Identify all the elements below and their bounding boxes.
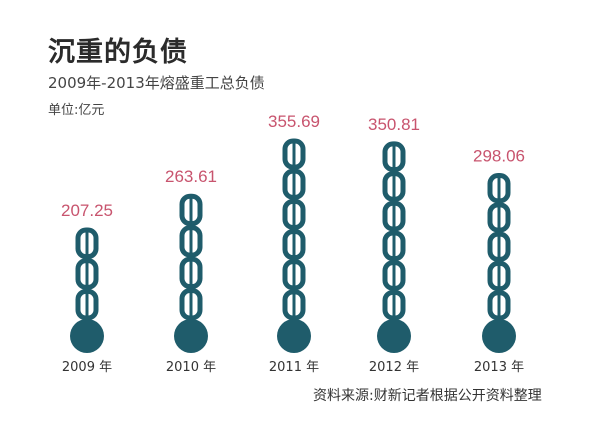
- value-label: 263.61: [165, 167, 217, 186]
- chain-link: [487, 202, 511, 233]
- chain-link: [487, 290, 511, 321]
- chain-link: [382, 260, 406, 291]
- chain-link: [487, 260, 511, 292]
- chain-link: [382, 141, 406, 173]
- chain-bar: 355.69 2011 年: [268, 112, 320, 375]
- chain-link: [382, 200, 406, 232]
- chain-ball: [174, 319, 208, 353]
- chain-link: [282, 168, 306, 200]
- category-label: 2010 年: [166, 360, 216, 375]
- chain-ball: [482, 319, 516, 353]
- category-label: 2009 年: [62, 360, 112, 375]
- source-note: 资料来源:财新记者根据公开资料整理: [313, 388, 542, 404]
- chain-link: [282, 198, 306, 230]
- chain-link: [75, 227, 99, 260]
- category-label: 2011 年: [269, 360, 319, 375]
- chain-link: [75, 288, 99, 321]
- chain-link: [179, 225, 203, 258]
- chain-link: [382, 230, 406, 262]
- category-label: 2012 年: [369, 360, 419, 375]
- category-label: 2013 年: [474, 360, 524, 375]
- chain-bar: 350.81 2012 年: [368, 115, 420, 375]
- chart-title: 沉重的负债: [48, 37, 188, 68]
- value-label: 298.06: [473, 147, 525, 166]
- chain-bar: 263.61 2010 年: [165, 167, 217, 375]
- chain-ball: [277, 319, 311, 353]
- chain-link: [179, 193, 203, 227]
- unit-label: 单位:亿元: [48, 103, 105, 118]
- value-label: 355.69: [268, 112, 320, 131]
- chain-link: [282, 138, 306, 170]
- chain-ball: [377, 319, 411, 353]
- chain-link: [179, 256, 203, 290]
- chain-link: [382, 171, 406, 202]
- chain-ball: [70, 319, 104, 353]
- value-label: 350.81: [368, 115, 420, 134]
- chain-link: [487, 173, 511, 204]
- chain-link: [282, 259, 306, 291]
- chain-link: [382, 289, 406, 321]
- chain-link: [282, 289, 306, 321]
- chain-bar: 298.06 2013 年: [473, 147, 525, 375]
- chart-subtitle: 2009年-2013年熔盛重工总负债: [48, 74, 265, 92]
- chain-link: [179, 288, 203, 321]
- value-label: 207.25: [61, 201, 113, 220]
- chain-link: [487, 231, 511, 262]
- chain-bar: 207.25 2009 年: [61, 201, 113, 375]
- chain-link: [75, 258, 99, 290]
- chain-link: [282, 229, 306, 261]
